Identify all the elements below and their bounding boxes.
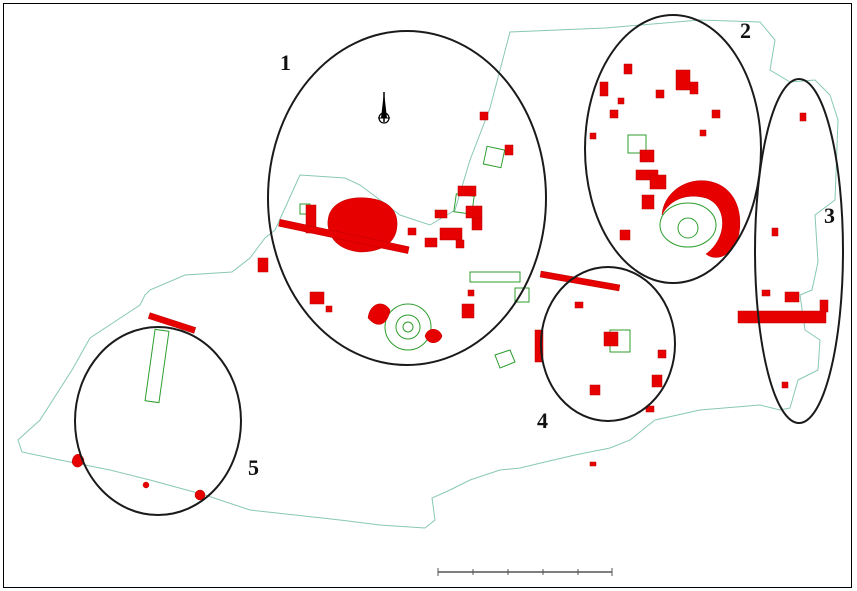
zone-ring-1 xyxy=(267,30,547,366)
long-building-outline xyxy=(144,328,170,404)
theatre-outline xyxy=(677,217,699,239)
zone-label-3: 3 xyxy=(824,203,835,228)
excavated-areas xyxy=(71,63,829,501)
scale-bar xyxy=(437,568,613,576)
zone-label-2: 2 xyxy=(740,18,751,43)
zone-ring-4 xyxy=(540,266,676,422)
site-boundary xyxy=(17,19,839,529)
zone-ring-5 xyxy=(74,326,242,516)
north-arrow-icon xyxy=(378,92,390,124)
zone-label-5: 5 xyxy=(248,455,259,480)
round-structure-outline xyxy=(384,303,432,351)
zone-label-1: 1 xyxy=(280,50,291,75)
zone-label-4: 4 xyxy=(537,408,548,433)
green-features xyxy=(144,134,717,404)
zone-rings xyxy=(74,14,844,516)
zone-ring-3 xyxy=(754,78,844,424)
zone-ring-2 xyxy=(584,14,762,284)
